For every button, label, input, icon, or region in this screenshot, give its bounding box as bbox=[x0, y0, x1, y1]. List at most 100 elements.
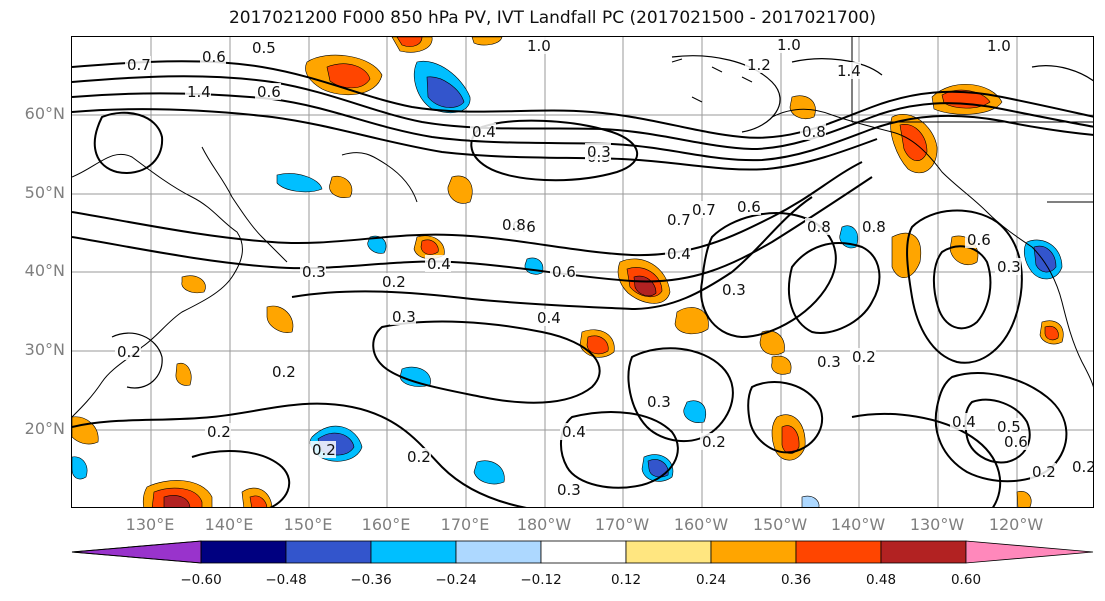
contour-label: 1.0 bbox=[527, 37, 551, 55]
contour-label-bg bbox=[1002, 433, 1028, 450]
contour-label: 0.5 bbox=[252, 39, 276, 57]
contour-label-bg bbox=[550, 263, 576, 280]
contour-label-bg bbox=[535, 309, 561, 326]
contour-label: 0.3 bbox=[392, 308, 416, 326]
contour-label: 0.2 bbox=[272, 363, 296, 381]
lon-label-160w: 160°W bbox=[673, 515, 729, 534]
contour-label-bg bbox=[200, 48, 226, 65]
colorbar-tick-label: −0.24 bbox=[435, 572, 477, 588]
contour-label: 0.6 bbox=[737, 198, 761, 216]
contour-label: 0.2 bbox=[1072, 458, 1094, 476]
lon-label-120w: 120°W bbox=[988, 515, 1044, 534]
contour-label-bg bbox=[995, 418, 1021, 435]
contour-label: 0.7 bbox=[692, 201, 716, 219]
contour-label: 0.2 bbox=[1032, 463, 1056, 481]
contour-label-bg bbox=[735, 198, 761, 215]
contour-label-bg bbox=[585, 143, 611, 160]
lon-label-140w: 140°W bbox=[830, 515, 886, 534]
contour-label: 0.4 bbox=[427, 255, 451, 273]
contour-label-bg bbox=[665, 245, 691, 262]
contour-label-bg bbox=[525, 37, 551, 54]
colorbar-left-arrow-outline bbox=[71, 540, 202, 564]
contour-label: 0.2 bbox=[382, 273, 406, 291]
pv-contours-thin bbox=[111, 55, 1093, 389]
contour-label-bg bbox=[720, 281, 746, 298]
contour-label: 0.4 bbox=[562, 423, 586, 441]
contour-label-bg bbox=[665, 211, 691, 228]
contour-label: 0.2 bbox=[702, 433, 726, 451]
contour-label: 0.7 bbox=[667, 211, 691, 229]
contour-label-bg bbox=[950, 413, 976, 430]
lon-label-130w: 130°W bbox=[909, 515, 965, 534]
contour-label-bg bbox=[690, 201, 716, 218]
contour-label-bg bbox=[745, 56, 771, 73]
contour-label: 0.3 bbox=[557, 481, 581, 499]
colorbar-segment bbox=[455, 540, 542, 564]
map-plot: 0.50.60.71.41.00.60.40.30.60.81.01.21.41… bbox=[72, 37, 1094, 507]
contour-label: 0.4 bbox=[667, 245, 691, 263]
contour-label-bg bbox=[205, 423, 231, 440]
colorbar-tick-label: 0.24 bbox=[695, 572, 727, 588]
colorbar-segment bbox=[710, 540, 797, 564]
colorbar-segment bbox=[285, 540, 372, 564]
contour-label-bg bbox=[805, 218, 831, 235]
lon-label-130e: 130°E bbox=[125, 515, 175, 534]
lon-label-140e: 140°E bbox=[204, 515, 254, 534]
contour-label: 0.6 bbox=[257, 83, 281, 101]
colorbar-tick-label: 0.36 bbox=[780, 572, 812, 588]
contour-label: 0.4 bbox=[537, 309, 561, 327]
contour-label: 0.8 bbox=[862, 218, 886, 236]
contour-label-bg bbox=[850, 348, 876, 365]
colorbar-tick-label: 0.12 bbox=[610, 572, 642, 588]
contour-label: 0.3 bbox=[302, 263, 326, 281]
contour-label: 0.8 bbox=[802, 123, 826, 141]
contour-label: 1.0 bbox=[777, 37, 801, 54]
contour-label-bg bbox=[185, 83, 211, 100]
contour-label-bg bbox=[425, 255, 451, 272]
lon-label-170e: 170°E bbox=[440, 515, 490, 534]
contour-label: 1.0 bbox=[987, 37, 1011, 55]
contour-label-bg bbox=[835, 62, 861, 79]
contour-label-bg bbox=[500, 216, 526, 233]
contour-label: 0.8 bbox=[502, 216, 526, 234]
lat-label-50n: 50°N bbox=[24, 183, 65, 202]
contour-label-bg bbox=[115, 343, 141, 360]
contour-label-bg bbox=[560, 423, 586, 440]
contour-label: 0.2 bbox=[852, 348, 876, 366]
colorbar-tick-label: 0.60 bbox=[950, 572, 982, 588]
contour-label-bg bbox=[125, 56, 151, 73]
contour-label: 1.2 bbox=[747, 56, 771, 74]
contour-label-bg bbox=[1030, 463, 1056, 480]
colorbar-segment bbox=[795, 540, 882, 564]
colorbar-tick-label: −0.12 bbox=[520, 572, 562, 588]
contour-label-bg bbox=[775, 37, 801, 53]
lat-label-20n: 20°N bbox=[24, 419, 65, 438]
contour-label: 0.2 bbox=[312, 441, 336, 459]
contour-label-bg bbox=[645, 393, 671, 410]
lat-label-30n: 30°N bbox=[24, 340, 65, 359]
colorbar-segment bbox=[880, 540, 967, 564]
map-title: 2017021200 F000 850 hPa PV, IVT Landfall… bbox=[228, 8, 876, 28]
colorbar-segments bbox=[71, 540, 1094, 564]
contour-label-bg bbox=[985, 37, 1011, 54]
lon-label-180w: 180°W bbox=[516, 515, 572, 534]
contour-label-bg bbox=[1070, 458, 1093, 475]
contour-label-bg bbox=[300, 263, 326, 280]
colorbar bbox=[71, 540, 1094, 564]
contour-label: 0.3 bbox=[647, 393, 671, 411]
contour-label: 0.2 bbox=[407, 448, 431, 466]
contour-label: 0.6 bbox=[967, 231, 991, 249]
contour-label: 0.3 bbox=[817, 353, 841, 371]
contour-label-bg bbox=[405, 448, 431, 465]
contour-label: 0.3 bbox=[722, 281, 746, 299]
contour-label: 0.6 bbox=[1004, 433, 1028, 451]
colorbar-segment bbox=[200, 540, 287, 564]
contour-label-bg bbox=[250, 39, 276, 56]
colorbar-segment bbox=[370, 540, 457, 564]
lon-label-170w: 170°W bbox=[594, 515, 650, 534]
contour-label: 1.4 bbox=[187, 83, 211, 101]
lon-label-150w: 150°W bbox=[752, 515, 808, 534]
lon-label-150e: 150°E bbox=[283, 515, 333, 534]
contour-label-bg bbox=[700, 433, 726, 450]
contour-label: 0.2 bbox=[117, 343, 141, 361]
